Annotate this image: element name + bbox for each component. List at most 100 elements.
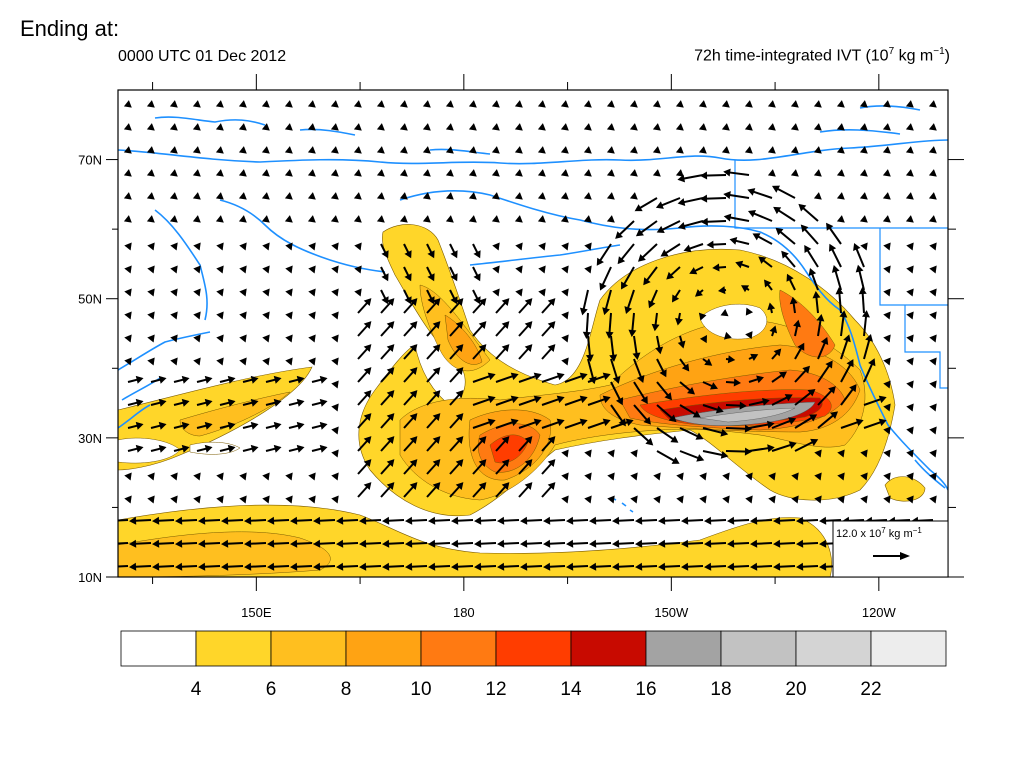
- vector-arrow: [331, 426, 339, 435]
- vector-arrow: [380, 243, 389, 259]
- vector-arrow: [146, 146, 155, 154]
- vector-arrow: [239, 495, 247, 504]
- vector-arrow: [313, 516, 336, 525]
- valid-time-label: 0000 UTC 01 Dec 2012: [118, 48, 287, 65]
- vector-arrow: [428, 516, 451, 525]
- vector-arrow: [813, 169, 822, 177]
- vector-arrow: [679, 450, 705, 462]
- vector-arrow: [244, 516, 267, 525]
- vector-arrow: [906, 265, 914, 274]
- vector-arrow: [560, 146, 569, 154]
- vector-arrow: [771, 394, 793, 406]
- vector-arrow: [219, 398, 236, 407]
- vector-arrow: [426, 243, 435, 259]
- vector-arrow: [882, 146, 891, 154]
- vector-arrow: [543, 516, 566, 525]
- vector-arrow: [672, 289, 681, 303]
- vector-arrow: [215, 100, 224, 108]
- vector-arrow: [758, 256, 773, 268]
- vector-arrow: [357, 344, 372, 360]
- vector-arrow: [267, 562, 290, 571]
- vector-arrow: [518, 418, 542, 429]
- vector-arrow: [541, 482, 556, 498]
- vector-arrow: [449, 321, 464, 337]
- vector-arrow: [587, 418, 611, 429]
- vector-arrow: [863, 395, 887, 406]
- vector-arrow: [652, 146, 661, 154]
- vector-arrow: [196, 444, 213, 453]
- vector-arrow: [515, 265, 523, 274]
- vector-arrow: [216, 357, 224, 366]
- vector-arrow: [679, 358, 690, 372]
- vector-arrow: [606, 100, 615, 108]
- vector-arrow: [817, 337, 829, 360]
- bering-alaska: [399, 190, 806, 271]
- vector-arrow: [819, 516, 842, 525]
- vector-arrow: [698, 146, 707, 154]
- vector-arrow: [495, 395, 519, 406]
- vector-arrow: [359, 516, 382, 525]
- vector-arrow: [721, 123, 730, 131]
- vector-arrow: [380, 482, 395, 498]
- vector-arrow: [860, 495, 868, 504]
- vector-arrow: [702, 381, 718, 390]
- vector-arrow: [702, 358, 713, 366]
- vector-arrow: [791, 472, 799, 481]
- vector-arrow: [720, 308, 729, 317]
- vector-arrow: [238, 169, 247, 177]
- vector-arrow: [288, 398, 305, 407]
- vector-arrow: [192, 123, 201, 131]
- vector-arrow: [699, 472, 707, 481]
- slide-title: Ending at:: [20, 16, 120, 41]
- vector-arrow: [836, 169, 845, 177]
- vector-arrow: [354, 288, 362, 297]
- vector-arrow: [215, 123, 224, 131]
- vector-arrow: [679, 427, 704, 440]
- vector-arrow: [564, 418, 588, 429]
- vector-arrow: [929, 265, 937, 274]
- vector-arrow: [653, 472, 661, 481]
- vector-arrow: [817, 386, 836, 406]
- vector-arrow: [518, 298, 533, 314]
- vector-arrow: [564, 372, 588, 383]
- vector-arrow: [426, 436, 441, 452]
- vector-arrow: [679, 404, 701, 418]
- vector-arrow: [643, 266, 658, 286]
- vector-arrow: [376, 100, 385, 108]
- vector-arrow: [727, 562, 750, 571]
- vector-arrow: [635, 562, 658, 571]
- vector-arrow: [808, 268, 819, 291]
- vector-arrow: [633, 404, 652, 425]
- vector-arrow: [859, 215, 868, 223]
- vector-arrow: [767, 169, 776, 177]
- vector-arrow: [928, 169, 937, 177]
- vector-arrow: [794, 414, 818, 429]
- vector-arrow: [331, 449, 339, 458]
- vector-arrow: [359, 539, 382, 548]
- vector-arrow: [615, 220, 635, 239]
- vector-arrow: [607, 472, 615, 481]
- vector-arrow: [677, 335, 686, 349]
- vector-arrow: [307, 100, 316, 108]
- vector-arrow: [725, 378, 741, 387]
- vector-arrow: [380, 413, 395, 429]
- vector-arrow: [118, 519, 129, 522]
- vector-arrow: [216, 334, 224, 343]
- vector-arrow: [403, 459, 418, 475]
- vector-arrow: [602, 289, 612, 316]
- vector-arrow: [169, 123, 178, 131]
- vector-arrow: [718, 286, 727, 295]
- vector-arrow: [700, 217, 727, 226]
- vector-arrow: [606, 169, 615, 177]
- vector-arrow: [677, 174, 704, 183]
- vector-arrow: [288, 375, 305, 384]
- vector-arrow: [629, 169, 638, 177]
- vector-arrow: [744, 100, 753, 108]
- vector-arrow: [242, 375, 259, 384]
- vector-arrow: [798, 203, 819, 222]
- vector-arrow: [541, 321, 556, 337]
- vector-arrow: [698, 100, 707, 108]
- vector-arrow: [700, 194, 727, 203]
- vector-arrow: [537, 123, 546, 131]
- vector-arrow: [472, 321, 487, 337]
